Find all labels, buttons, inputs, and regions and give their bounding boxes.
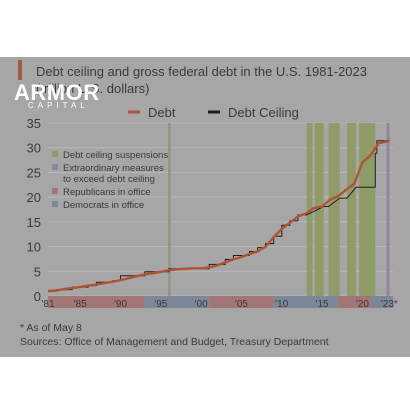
legend-republicans-swatch [52, 188, 58, 194]
x-tick-label: '10 [275, 299, 288, 310]
democrat-term-band [370, 296, 393, 308]
extraordinary-measures-band [386, 123, 390, 296]
x-tick-label: '15 [316, 299, 329, 310]
legend-label-debt-ceiling: Debt Ceiling [228, 105, 299, 120]
legend-suspensions-swatch [52, 151, 58, 157]
logo-wordmark: ARMOR [14, 80, 100, 105]
y-tick-label: 30 [27, 141, 41, 156]
x-tick-label: '05 [235, 299, 248, 310]
legend-democrats-label: Democrats in office [63, 200, 144, 211]
x-tick-label: '90 [114, 299, 127, 310]
x-tick-label: '23* [381, 299, 398, 310]
top-band [0, 0, 410, 57]
chart-title: Debt ceiling and gross federal debt in t… [36, 64, 367, 79]
y-tick-label: 0 [34, 289, 41, 304]
suspension-band [328, 123, 340, 296]
title-accent-bar [18, 60, 22, 80]
y-tick-label: 20 [27, 190, 41, 205]
y-tick-label: 10 [27, 240, 41, 255]
armor-capital-logo: ARMOR CAPITAL [14, 80, 110, 112]
x-tick-label: '85 [74, 299, 87, 310]
legend-extraordinary-measures-swatch [52, 164, 58, 170]
x-tick-label: '81 [41, 299, 54, 310]
y-tick-label: 15 [27, 215, 41, 230]
logo-subtitle: CAPITAL [28, 101, 89, 110]
republican-term-band [338, 296, 371, 308]
y-tick-label: 35 [27, 116, 41, 131]
bottom-band [0, 357, 410, 410]
legend-label-debt: Debt [148, 105, 176, 120]
y-tick-label: 25 [27, 165, 41, 180]
suspension-band [347, 123, 356, 296]
legend-democrats-swatch [52, 201, 58, 207]
republican-term-band [209, 296, 274, 308]
suspension-band [359, 123, 376, 296]
debt-line [47, 139, 390, 293]
x-tick-label: '95 [154, 299, 167, 310]
suspension-band [314, 123, 324, 296]
suspension-band [306, 123, 313, 296]
legend-suspensions-label: Debt ceiling suspensions [63, 150, 168, 161]
legend-extraordinary-measures-label: Extraordinary measures [63, 163, 164, 174]
y-tick-label: 5 [34, 264, 41, 279]
democrat-term-band [144, 296, 210, 308]
democrat-term-band [273, 296, 339, 308]
footnote: * As of May 8 [20, 322, 82, 334]
x-tick-label: '00 [195, 299, 208, 310]
legend-extraordinary-measures-label-line2: to exceed debt ceiling [63, 174, 155, 185]
republican-term-band [48, 296, 145, 308]
chart-subtitle: (trillion U.S. dollars) [36, 81, 150, 96]
legend-republicans-label: Republicans in office [63, 187, 151, 198]
x-tick-label: '20 [356, 299, 369, 310]
sources-note: Sources: Office of Management and Budget… [20, 336, 329, 348]
